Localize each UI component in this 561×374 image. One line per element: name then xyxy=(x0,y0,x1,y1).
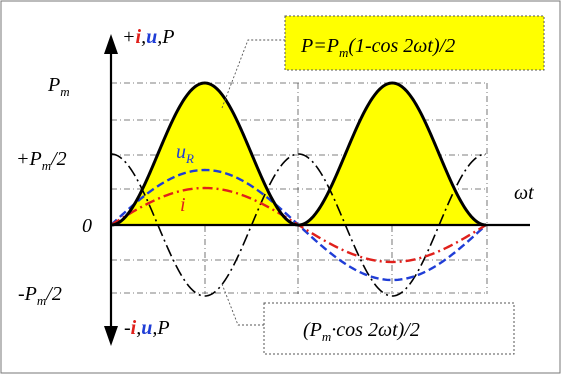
tick-pm-sub: m xyxy=(60,84,69,99)
power-formula-part2: (1-cos 2ωt)/2 xyxy=(348,35,455,57)
y-axis-top-label: +i,u,P xyxy=(122,26,174,48)
tick-half-neg-prefix: -P xyxy=(18,283,37,305)
y-bottom-sep1: , xyxy=(136,317,141,339)
cos-formula-box xyxy=(263,302,515,355)
y-top-P: P xyxy=(161,26,174,48)
tick-half-pos-prefix: +P xyxy=(16,148,42,170)
power-formula-part1: P=P xyxy=(300,35,339,57)
tick-pm-base: P xyxy=(47,74,60,96)
y-bottom-u: u xyxy=(141,317,152,339)
y-top-i: i xyxy=(136,26,142,48)
y-bottom-P: P xyxy=(156,317,169,339)
tick-half-neg-sub: m xyxy=(37,293,46,308)
tick-half-pos-suffix: /2 xyxy=(50,148,67,170)
y-bottom-i: i xyxy=(131,317,137,339)
uR-base: u xyxy=(176,141,186,163)
tick-half-pos-sub: m xyxy=(42,158,51,173)
y-axis-arrow-down xyxy=(104,326,118,346)
y-top-sep2: , xyxy=(157,26,162,48)
tick-pm: Pm xyxy=(47,74,70,99)
cos-term-curve xyxy=(110,153,487,297)
tick-half-neg: -Pm/2 xyxy=(18,283,62,308)
power-formula-sub: m xyxy=(339,45,348,60)
cos-formula-part2: ·cos 2ωt)/2 xyxy=(331,319,420,341)
power-formula-leader xyxy=(221,39,286,109)
tick-zero: 0 xyxy=(82,215,92,237)
power-formula: P=Pm(1-cos 2ωt)/2 xyxy=(300,35,455,60)
y-top-u: u xyxy=(146,26,157,48)
power-area-fill xyxy=(111,83,486,225)
y-top-sign: + xyxy=(122,26,136,48)
uR-curve-label: uR xyxy=(176,141,194,166)
cos-formula-part1: (P xyxy=(303,319,322,341)
cos-formula-leader xyxy=(221,283,265,326)
y-axis-bottom-label: -i,u,P xyxy=(124,317,170,339)
y-top-sep1: , xyxy=(141,26,146,48)
cos-formula-sub: m xyxy=(322,329,331,344)
x-axis-label: ωt xyxy=(514,182,534,204)
y-bottom-sep2: , xyxy=(152,317,157,339)
y-axis-arrow-up xyxy=(104,34,118,54)
power-formula-box xyxy=(284,15,545,71)
tick-half-pos: +Pm/2 xyxy=(16,148,67,173)
cos-formula: (Pm·cos 2ωt)/2 xyxy=(303,319,420,344)
tick-half-neg-suffix: /2 xyxy=(45,283,62,305)
y-bottom-sign: - xyxy=(124,317,131,339)
i-curve-label: i xyxy=(180,194,186,216)
uR-sub: R xyxy=(185,151,194,166)
